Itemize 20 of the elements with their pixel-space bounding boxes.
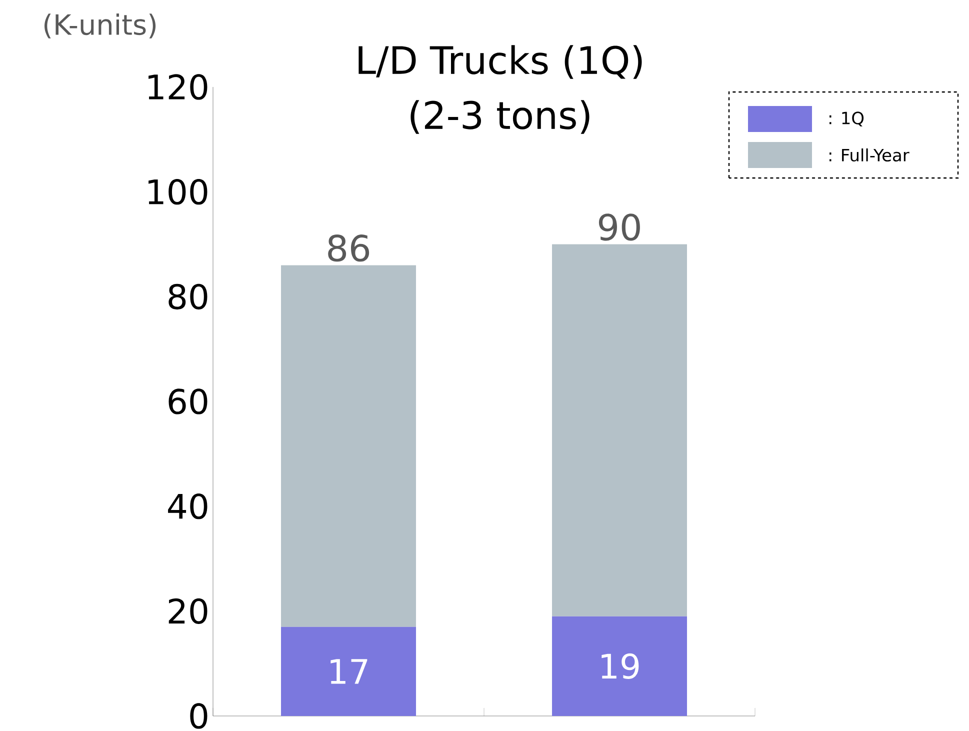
bar (552, 244, 688, 616)
chart-subtitle: (2-3 tons) (410, 100, 590, 134)
data-label: 19 (602, 653, 639, 680)
total-label: 90 (598, 214, 640, 241)
bar (281, 265, 416, 627)
bar (281, 626, 416, 716)
total-label: 86 (328, 234, 370, 262)
y-tick-label: 0 (190, 703, 208, 729)
text: (K-units) (44, 14, 156, 38)
legend-label: : 1Q (830, 112, 864, 126)
y-tick-label: 80 (168, 284, 208, 310)
y-tick-label: 60 (168, 388, 208, 414)
data-label: 17 (330, 659, 368, 684)
bar (552, 616, 688, 716)
y-tick-label: 20 (168, 598, 208, 624)
y-tick-label: 40 (168, 494, 208, 520)
chart-title: L/D Trucks (1Q) (358, 45, 642, 79)
y-tick-label: 120 (148, 74, 208, 100)
legend-label: : Full-Year (830, 148, 910, 162)
y-tick-label: 100 (148, 179, 208, 205)
